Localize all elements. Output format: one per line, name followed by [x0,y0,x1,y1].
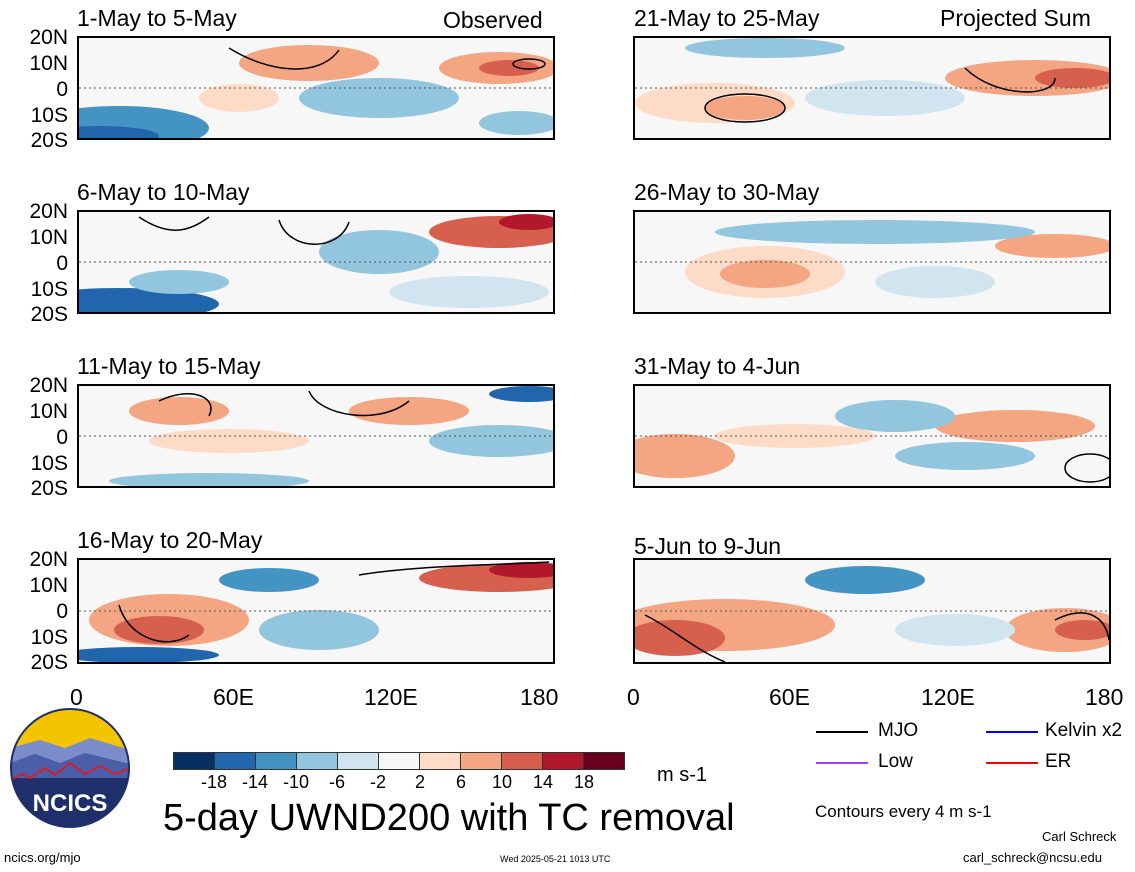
lat-label-20n: 20N [29,374,68,397]
colorbar-swatch [542,752,584,770]
lon-label-60e: 60E [213,684,254,710]
panel-title-left-3: 11-May to 15-May [77,353,261,379]
lat-label-10n: 10N [29,400,68,423]
colorbar-tick: -18 [201,772,228,792]
lat-label-20s: 20S [30,477,68,500]
legend-line-er [986,762,1038,764]
colorbar-tick: 10 [492,772,513,792]
lon-label-60e: 60E [769,684,810,710]
page-title: 5-day UWND200 with TC removal [163,797,735,839]
lat-label-20s: 20S [30,303,68,326]
footer-author: Carl Schreck [1042,829,1117,844]
lat-label-0: 0 [56,600,68,623]
colorbar-swatch [214,752,256,770]
footer-email: carl_schreck@ncsu.edu [963,850,1102,865]
map-panel-right-2 [633,210,1111,314]
lon-label-120e: 120E [364,684,418,710]
colorbar-tick: -10 [283,772,310,792]
colorbar-tick: -2 [370,772,387,792]
contour-note: Contours every 4 m s-1 [815,802,992,821]
map-panel-left-2 [77,210,555,314]
colorbar-swatch [501,752,543,770]
map-panel-right-4 [633,558,1111,664]
lat-label-0: 0 [56,252,68,275]
panel-title-right-3: 31-May to 4-Jun [634,353,801,379]
legend-line-mjo [816,731,868,733]
projected-sum-label: Projected Sum [940,5,1091,31]
legend-label-kelvin: Kelvin x2 [1045,720,1123,741]
colorbar-swatch [419,752,461,770]
panel-title-right-1: 21-May to 25-May [634,5,820,31]
panel-title-right-2: 26-May to 30-May [634,179,820,205]
colorbar-tick: 18 [574,772,595,792]
colorbar-swatch [296,752,338,770]
map-panel-left-1 [77,36,555,140]
colorbar-swatch [460,752,502,770]
colorbar-swatch [337,752,379,770]
legend-label-mjo: MJO [878,720,919,741]
logo-text: NCICS [33,790,108,817]
map-panel-right-1 [633,36,1111,140]
lat-label-20s: 20S [30,651,68,674]
lat-label-0: 0 [56,78,68,101]
map-panel-right-3 [633,384,1111,488]
lat-label-10n: 10N [29,574,68,597]
lat-label-20n: 20N [29,200,68,223]
lat-label-10n: 10N [29,52,68,75]
legend-label-low: Low [878,751,913,772]
lat-label-20s: 20S [30,129,68,152]
colorbar-tick: 6 [456,772,467,792]
colorbar-tick: 14 [533,772,554,792]
lon-label-0: 0 [627,684,640,710]
colorbar-tick: -6 [329,772,346,792]
colorbar-swatch [583,752,625,770]
colorbar-units: m s-1 [657,764,707,786]
lon-label-0: 0 [70,684,83,710]
lat-label-10n: 10N [29,226,68,249]
footer-timestamp: Wed 2025-05-21 1013 UTC [500,854,611,864]
lon-label-120e: 120E [921,684,975,710]
lat-label-10s: 10S [30,452,68,475]
panel-title-left-4: 16-May to 20-May [77,527,263,553]
colorbar-swatch [378,752,420,770]
legend-line-low [816,762,868,764]
panel-title-left-1: 1-May to 5-May [77,5,237,31]
panel-title-right-4: 5-Jun to 9-Jun [634,533,782,559]
colorbar-tick: -14 [242,772,269,792]
lat-label-10s: 10S [30,104,68,127]
colorbar-swatch [255,752,297,770]
colorbar-swatch [173,752,215,770]
panel-title-left-2: 6-May to 10-May [77,179,250,205]
legend-line-kelvin [986,731,1038,733]
lat-label-20n: 20N [29,548,68,571]
legend-label-er: ER [1045,751,1072,772]
footer-url: ncics.org/mjo [4,850,81,865]
lat-label-0: 0 [56,426,68,449]
colorbar-tick: 2 [415,772,426,792]
map-panel-left-4 [77,558,555,664]
lat-label-10s: 10S [30,626,68,649]
map-panel-left-3 [77,384,555,488]
ncics-logo: NCICS [10,708,130,828]
lon-label-180: 180 [520,684,559,710]
lat-label-20n: 20N [29,26,68,49]
observed-label: Observed [443,7,543,33]
lat-label-10s: 10S [30,278,68,301]
lon-label-180: 180 [1085,684,1124,710]
